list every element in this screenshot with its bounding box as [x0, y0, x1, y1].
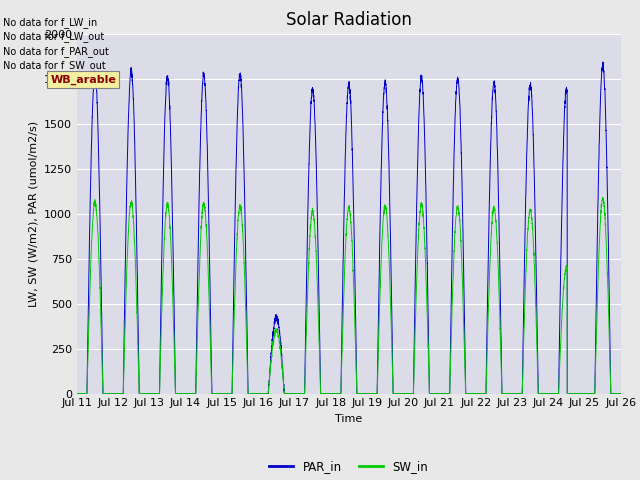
- Text: No data for f_LW_out: No data for f_LW_out: [3, 31, 104, 42]
- Text: No data for f_SW_out: No data for f_SW_out: [3, 60, 106, 71]
- Legend: PAR_in, SW_in: PAR_in, SW_in: [265, 455, 433, 478]
- Title: Solar Radiation: Solar Radiation: [286, 11, 412, 29]
- X-axis label: Time: Time: [335, 414, 362, 424]
- Text: No data for f_LW_in: No data for f_LW_in: [3, 17, 97, 28]
- Y-axis label: LW, SW (W/m2), PAR (umol/m2/s): LW, SW (W/m2), PAR (umol/m2/s): [28, 120, 38, 307]
- Text: WB_arable: WB_arable: [51, 74, 116, 84]
- Text: No data for f_PAR_out: No data for f_PAR_out: [3, 46, 109, 57]
